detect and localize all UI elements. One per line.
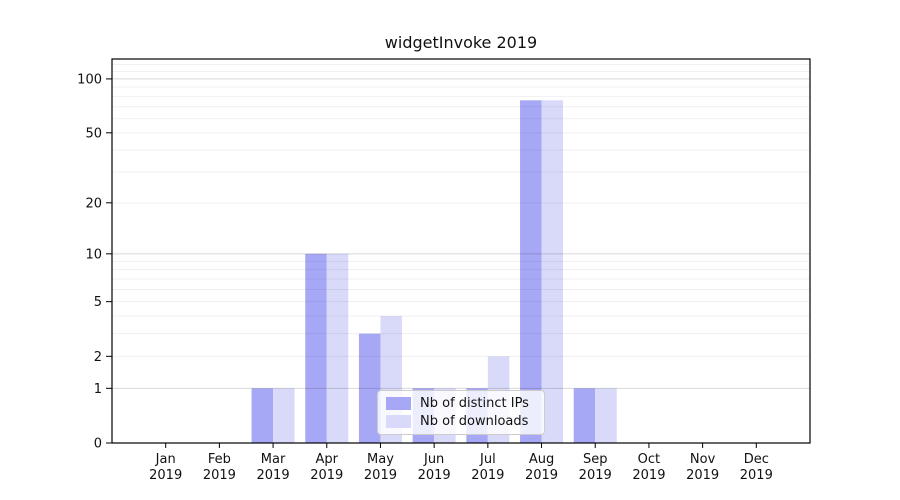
- bar-distinct-ips-aug: [520, 100, 542, 443]
- x-tick-label-feb: Feb: [208, 452, 231, 467]
- x-tick-year-mar: 2019: [257, 468, 290, 483]
- x-tick-year-jul: 2019: [471, 468, 504, 483]
- bar-distinct-ips-apr: [305, 253, 327, 443]
- legend-swatch-downloads: [386, 415, 411, 428]
- bar-distinct-ips-sep: [573, 388, 596, 443]
- plot-border: [111, 58, 811, 444]
- y-tick-label-20: 20: [85, 196, 102, 211]
- x-tick-year-apr: 2019: [310, 468, 343, 483]
- y-tick-label-10: 10: [85, 247, 102, 262]
- x-tick-year-feb: 2019: [203, 468, 236, 483]
- bar-downloads-apr: [326, 253, 349, 443]
- legend-swatch-distinct-ips: [386, 397, 411, 410]
- x-tick-label-jul: Jul: [479, 452, 496, 467]
- bar-distinct-ips-mar: [251, 388, 274, 443]
- y-tick-label-100: 100: [77, 72, 102, 87]
- y-tick-label-50: 50: [85, 126, 102, 141]
- x-tick-label-jun: Jun: [423, 452, 444, 467]
- bar-downloads-mar: [273, 388, 295, 443]
- x-tick-year-sep: 2019: [579, 468, 612, 483]
- y-tick-label-5: 5: [94, 295, 102, 310]
- x-tick-label-apr: Apr: [316, 452, 339, 467]
- x-tick-label-dec: Dec: [744, 452, 769, 467]
- legend-item-downloads: Nb of downloads: [386, 414, 536, 429]
- x-tick-year-jun: 2019: [418, 468, 451, 483]
- x-tick-label-sep: Sep: [583, 452, 608, 467]
- x-tick-year-may: 2019: [364, 468, 397, 483]
- legend: Nb of distinct IPs Nb of downloads: [377, 390, 545, 435]
- x-tick-label-mar: Mar: [261, 452, 286, 467]
- x-tick-year-oct: 2019: [632, 468, 665, 483]
- y-tick-label-0: 0: [94, 437, 102, 452]
- chart-title: widgetInvoke 2019: [384, 33, 538, 52]
- legend-item-distinct-ips: Nb of distinct IPs: [386, 396, 536, 411]
- x-tick-label-may: May: [367, 452, 394, 467]
- x-tick-label-nov: Nov: [690, 452, 716, 467]
- x-tick-year-dec: 2019: [740, 468, 773, 483]
- x-tick-label-aug: Aug: [529, 452, 554, 467]
- y-tick-label-2: 2: [94, 350, 102, 365]
- bar-downloads-aug: [541, 100, 564, 443]
- x-tick-label-oct: Oct: [638, 452, 660, 467]
- x-tick-year-nov: 2019: [686, 468, 719, 483]
- bar-downloads-sep: [595, 388, 617, 443]
- bar-distinct-ips-may: [358, 333, 381, 443]
- x-tick-year-jan: 2019: [149, 468, 182, 483]
- legend-label-distinct-ips: Nb of distinct IPs: [420, 396, 529, 411]
- x-tick-label-jan: Jan: [155, 452, 176, 467]
- legend-label-downloads: Nb of downloads: [420, 414, 529, 429]
- x-tick-year-aug: 2019: [525, 468, 558, 483]
- y-tick-label-1: 1: [94, 382, 102, 397]
